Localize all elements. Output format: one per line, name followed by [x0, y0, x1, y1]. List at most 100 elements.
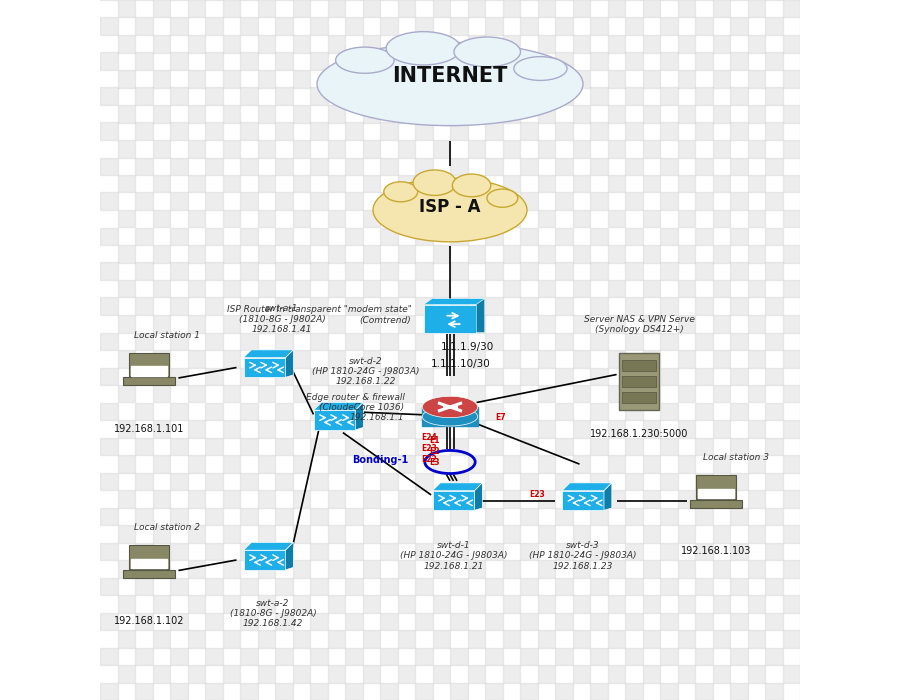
- Bar: [572, 315, 590, 332]
- Bar: [555, 332, 572, 350]
- Bar: [765, 473, 782, 490]
- Bar: [782, 70, 800, 88]
- Bar: [170, 612, 187, 630]
- Bar: [118, 140, 135, 158]
- Bar: [380, 298, 398, 315]
- Ellipse shape: [413, 170, 456, 195]
- Bar: [170, 508, 187, 525]
- Bar: [590, 158, 608, 175]
- Bar: [450, 648, 467, 665]
- Bar: [590, 193, 608, 210]
- Bar: [608, 525, 625, 542]
- Bar: [118, 280, 135, 298]
- Bar: [520, 368, 537, 385]
- Bar: [187, 175, 205, 192]
- Bar: [537, 35, 555, 52]
- Bar: [328, 560, 345, 577]
- Bar: [257, 350, 275, 368]
- Bar: [205, 473, 222, 490]
- Bar: [713, 245, 730, 262]
- Bar: [800, 508, 817, 525]
- Bar: [660, 193, 678, 210]
- Bar: [205, 368, 222, 385]
- Bar: [205, 298, 222, 315]
- Bar: [170, 193, 187, 210]
- Bar: [415, 648, 433, 665]
- Bar: [345, 368, 363, 385]
- Bar: [222, 385, 240, 402]
- Bar: [485, 682, 502, 700]
- Bar: [695, 473, 713, 490]
- Bar: [643, 245, 660, 262]
- Bar: [275, 578, 292, 595]
- Bar: [433, 665, 450, 682]
- Bar: [765, 508, 782, 525]
- Bar: [520, 298, 537, 315]
- Bar: [572, 105, 590, 122]
- Bar: [520, 473, 537, 490]
- Bar: [187, 70, 205, 88]
- Bar: [187, 350, 205, 368]
- Bar: [748, 175, 765, 192]
- Bar: [152, 560, 170, 577]
- Bar: [129, 545, 169, 569]
- Bar: [713, 665, 730, 682]
- Bar: [187, 140, 205, 158]
- Bar: [765, 228, 782, 245]
- Bar: [625, 52, 643, 70]
- Bar: [485, 473, 502, 490]
- Bar: [643, 35, 660, 52]
- Bar: [450, 473, 467, 490]
- Bar: [800, 473, 817, 490]
- Bar: [310, 438, 328, 455]
- Bar: [345, 332, 363, 350]
- Bar: [748, 560, 765, 577]
- Bar: [608, 280, 625, 298]
- Bar: [502, 525, 520, 542]
- Bar: [310, 648, 328, 665]
- Bar: [205, 262, 222, 280]
- Bar: [152, 210, 170, 228]
- Bar: [625, 228, 643, 245]
- Bar: [572, 385, 590, 402]
- Bar: [328, 35, 345, 52]
- Bar: [678, 35, 695, 52]
- Bar: [520, 52, 537, 70]
- Bar: [748, 0, 765, 18]
- Bar: [520, 88, 537, 105]
- Bar: [257, 245, 275, 262]
- Bar: [502, 245, 520, 262]
- Bar: [643, 350, 660, 368]
- Bar: [748, 350, 765, 368]
- Bar: [398, 350, 415, 368]
- Bar: [660, 158, 678, 175]
- Bar: [135, 52, 152, 70]
- Bar: [520, 262, 537, 280]
- Text: swt-a-2
(1810-8G - J9802A)
192.168.1.42: swt-a-2 (1810-8G - J9802A) 192.168.1.42: [230, 598, 316, 629]
- Bar: [345, 682, 363, 700]
- Bar: [433, 595, 450, 612]
- Bar: [152, 525, 170, 542]
- Bar: [590, 682, 608, 700]
- Bar: [363, 420, 380, 438]
- Bar: [415, 332, 433, 350]
- Bar: [660, 648, 678, 665]
- Bar: [275, 122, 292, 140]
- Bar: [590, 262, 608, 280]
- Bar: [572, 350, 590, 368]
- Bar: [689, 500, 742, 507]
- Bar: [643, 140, 660, 158]
- Bar: [398, 35, 415, 52]
- Bar: [257, 525, 275, 542]
- Bar: [328, 595, 345, 612]
- Bar: [328, 175, 345, 192]
- Bar: [415, 262, 433, 280]
- Bar: [328, 665, 345, 682]
- Bar: [118, 245, 135, 262]
- Bar: [765, 262, 782, 280]
- Bar: [345, 612, 363, 630]
- Bar: [135, 648, 152, 665]
- Bar: [643, 315, 660, 332]
- Bar: [345, 122, 363, 140]
- Bar: [292, 245, 310, 262]
